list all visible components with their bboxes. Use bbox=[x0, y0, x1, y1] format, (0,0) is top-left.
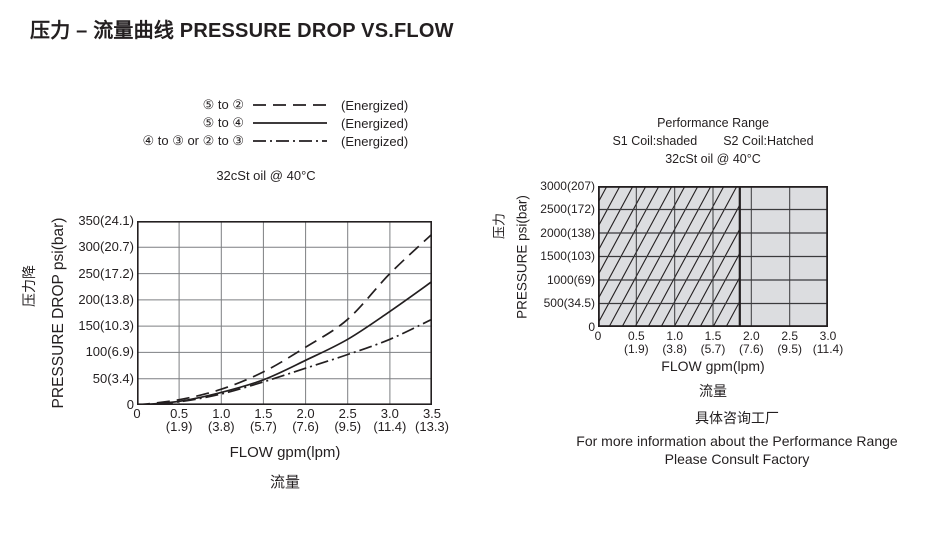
left-y-tick-label: 0 bbox=[126, 397, 134, 412]
legend-dashdot-line-sample bbox=[253, 140, 327, 142]
right-x-tick-label: 2.5 (9.5) bbox=[777, 329, 802, 356]
left-x-axis-title-en: FLOW gpm(lpm) bbox=[229, 444, 341, 461]
left-y-tick-label: 300(20.7) bbox=[78, 239, 134, 255]
right-x-tick-label: 2.0 (7.6) bbox=[738, 329, 764, 356]
right-x-tick-label: 1.0 (3.8) bbox=[662, 329, 687, 356]
consult-factory-note-cn: 具体咨询工厂 bbox=[695, 411, 779, 427]
performance-range-plot bbox=[598, 186, 828, 327]
left-y-tick-label: 250(17.2) bbox=[78, 265, 134, 281]
right-x-tick-label: 1.5 (5.7) bbox=[700, 329, 726, 356]
legend-dashed-line-sample bbox=[253, 104, 327, 106]
right-x-axis-title-cn: 流量 bbox=[699, 383, 727, 399]
legend-ports-label: ⑤ to ④ bbox=[202, 115, 244, 130]
page-title: 压力 – 流量曲线 PRESSURE DROP VS.FLOW bbox=[30, 20, 454, 42]
consult-factory-note-line2: Please Consult Factory bbox=[664, 451, 810, 467]
consult-factory-note-line1: For more information about the Performan… bbox=[576, 433, 898, 449]
s1-coil-key: S1 Coil:shaded bbox=[612, 134, 698, 148]
left-y-tick-label: 350(24.1) bbox=[78, 213, 134, 228]
legend-row-2: ⑤ to ④ (Energized) bbox=[92, 114, 440, 132]
curve-dashed bbox=[137, 233, 432, 405]
right-chart-oil-condition: 32cSt oil @ 40°C bbox=[665, 152, 761, 166]
curve-solid bbox=[137, 280, 432, 405]
left-x-tick-label: 0 bbox=[133, 406, 141, 421]
left-x-tick-label: 2.0 (7.6) bbox=[292, 406, 319, 434]
right-y-tick-label: 2500(172) bbox=[540, 202, 595, 216]
left-x-tick-label: 1.0 (3.8) bbox=[207, 406, 235, 434]
s2-coil-key: S2 Coil:Hatched bbox=[723, 134, 814, 148]
right-y-tick-label: 1500(103) bbox=[540, 249, 595, 263]
right-y-tick-label: 500(34.5) bbox=[543, 296, 595, 310]
left-chart-oil-condition: 32cSt oil @ 40°C bbox=[216, 168, 316, 183]
left-y-tick-label: 50(3.4) bbox=[92, 370, 134, 386]
curve-dashdot bbox=[137, 318, 432, 405]
right-y-tick-label: 2000(138) bbox=[540, 225, 595, 240]
left-x-tick-label: 3.0 (11.4) bbox=[373, 406, 407, 434]
plot-border bbox=[598, 186, 828, 327]
left-x-tick-label: 0.5 (1.9) bbox=[165, 406, 193, 434]
left-y-tick-label: 100(6.9) bbox=[85, 344, 134, 360]
right-x-tick-label: 0 bbox=[594, 329, 602, 343]
left-chart-legend: ⑤ to ② (Energized) ⑤ to ④ (Energized) ④ to ③… bbox=[92, 96, 440, 150]
legend-row-1: ⑤ to ② (Energized) bbox=[92, 96, 440, 114]
right-chart-title: Performance Range bbox=[657, 116, 769, 130]
legend-ports-label: ⑤ to ② bbox=[202, 97, 244, 112]
legend-energized-note: (Energized) bbox=[341, 97, 409, 113]
legend-row-3: ④ to ③ or ② to ③ (Energized) bbox=[92, 132, 440, 150]
right-y-tick-label: 3000(207) bbox=[540, 178, 595, 193]
plot-border bbox=[137, 221, 432, 405]
right-y-tick-label: 0 bbox=[588, 319, 595, 334]
left-x-tick-label: 2.5 (9.5) bbox=[334, 406, 362, 434]
left-y-tick-label: 200(13.8) bbox=[78, 291, 134, 307]
left-x-tick-label: 3.5 (13.3) bbox=[415, 406, 449, 434]
left-x-axis-title-cn: 流量 bbox=[269, 474, 300, 491]
left-y-axis-title-cn: 压力降 bbox=[21, 265, 37, 307]
pressure-drop-vs-flow-plot bbox=[137, 221, 432, 405]
right-x-axis-title-en: FLOW gpm(lpm) bbox=[661, 358, 765, 374]
right-y-tick-label: 1000(69) bbox=[546, 272, 595, 287]
legend-ports-label: ④ to ③ or ② to ③ bbox=[142, 133, 244, 148]
left-y-tick-label: 150(10.3) bbox=[78, 318, 134, 334]
legend-energized-note: (Energized) bbox=[341, 115, 409, 131]
right-x-tick-label: 0.5 (1.9) bbox=[623, 329, 649, 356]
legend-solid-line-sample bbox=[253, 122, 327, 124]
right-chart-coil-key: S1 Coil:shaded S2 Coil:Hatched bbox=[583, 134, 843, 148]
legend-energized-note: (Energized) bbox=[341, 133, 409, 149]
right-x-tick-label: 3.0 (11.4) bbox=[812, 329, 844, 356]
left-x-tick-label: 1.5 (5.7) bbox=[250, 406, 277, 434]
